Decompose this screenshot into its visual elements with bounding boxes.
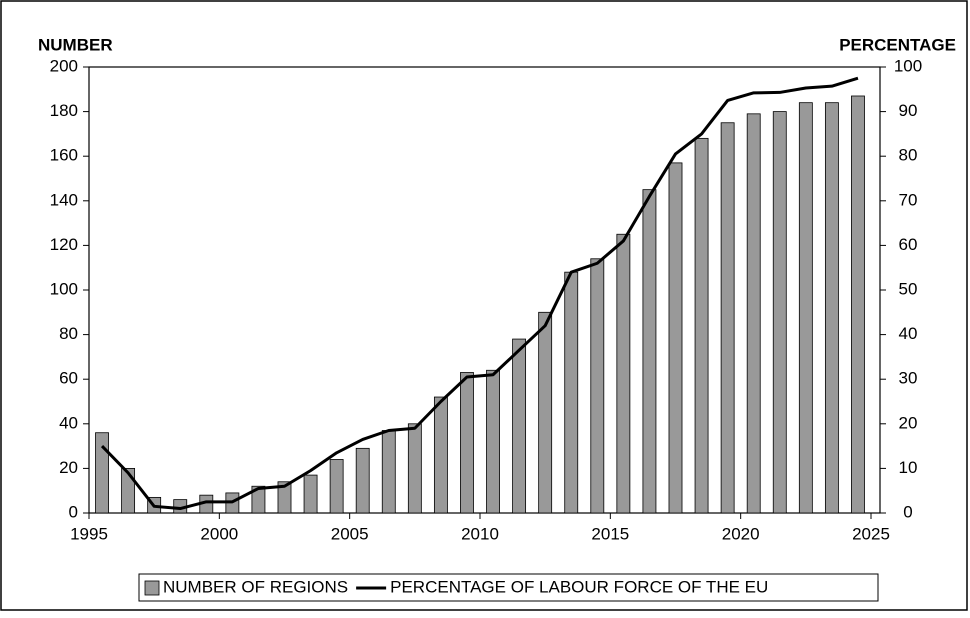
bar <box>668 162 683 514</box>
y-tick-label: 80 <box>59 324 78 343</box>
bar <box>486 369 500 514</box>
y2-tick-label: 10 <box>899 458 918 477</box>
x-tick-label: 2025 <box>852 524 890 543</box>
bar <box>746 113 761 514</box>
legend-label: PERCENTAGE OF LABOUR FORCE OF THE EU <box>390 577 768 596</box>
y-tick-label: 120 <box>50 235 78 254</box>
y-tick-label: 200 <box>50 56 78 75</box>
y2-tick-label: 90 <box>899 101 918 120</box>
bar <box>642 189 657 514</box>
bar <box>303 474 318 514</box>
y2-tick-label: 40 <box>899 324 918 343</box>
y2-tick-label: 70 <box>899 190 918 209</box>
bar <box>381 430 396 514</box>
x-tick-label: 2000 <box>200 524 238 543</box>
y-tick-label: 40 <box>59 413 78 432</box>
y-tick-label: 100 <box>50 279 78 298</box>
bar <box>824 102 839 514</box>
bar <box>329 459 344 514</box>
y-tick-label: 60 <box>59 369 78 388</box>
bar <box>851 95 865 514</box>
y2-tick-label: 30 <box>899 369 918 388</box>
bar <box>277 481 292 514</box>
x-tick-label: 2010 <box>461 524 499 543</box>
x-tick-label: 2020 <box>722 524 760 543</box>
bar <box>538 311 553 514</box>
y2-tick-label: 80 <box>899 146 918 165</box>
y-axis-title: NUMBER <box>38 35 113 54</box>
legend <box>138 573 879 602</box>
bar <box>121 467 136 514</box>
bar <box>590 258 605 514</box>
bar <box>512 338 527 514</box>
y2-tick-label: 0 <box>903 502 912 521</box>
bar <box>798 102 813 514</box>
y-tick-label: 0 <box>69 502 78 521</box>
y-tick-label: 140 <box>50 190 78 209</box>
y-tick-label: 180 <box>50 101 78 120</box>
bar <box>251 485 266 514</box>
y-tick-label: 20 <box>59 458 78 477</box>
bar <box>772 111 787 514</box>
y2-tick-label: 50 <box>899 279 918 298</box>
x-tick-label: 1995 <box>70 524 108 543</box>
bar <box>95 432 109 514</box>
bar <box>616 233 631 514</box>
legend-label: NUMBER OF REGIONS <box>163 577 348 596</box>
bar <box>407 423 422 514</box>
x-tick-label: 2015 <box>591 524 629 543</box>
bar <box>720 122 735 514</box>
line <box>100 76 859 511</box>
bar <box>433 396 448 514</box>
bar <box>355 447 370 514</box>
bar <box>460 372 474 514</box>
y2-tick-label: 100 <box>894 56 922 75</box>
y2-axis-title: PERCENTAGE <box>839 35 956 54</box>
bar <box>564 271 579 514</box>
legend-swatch <box>144 580 160 596</box>
x-tick-label: 2005 <box>331 524 369 543</box>
bar <box>694 137 709 514</box>
y-tick-label: 160 <box>50 146 78 165</box>
y2-tick-label: 60 <box>899 235 918 254</box>
y2-tick-label: 20 <box>899 413 918 432</box>
